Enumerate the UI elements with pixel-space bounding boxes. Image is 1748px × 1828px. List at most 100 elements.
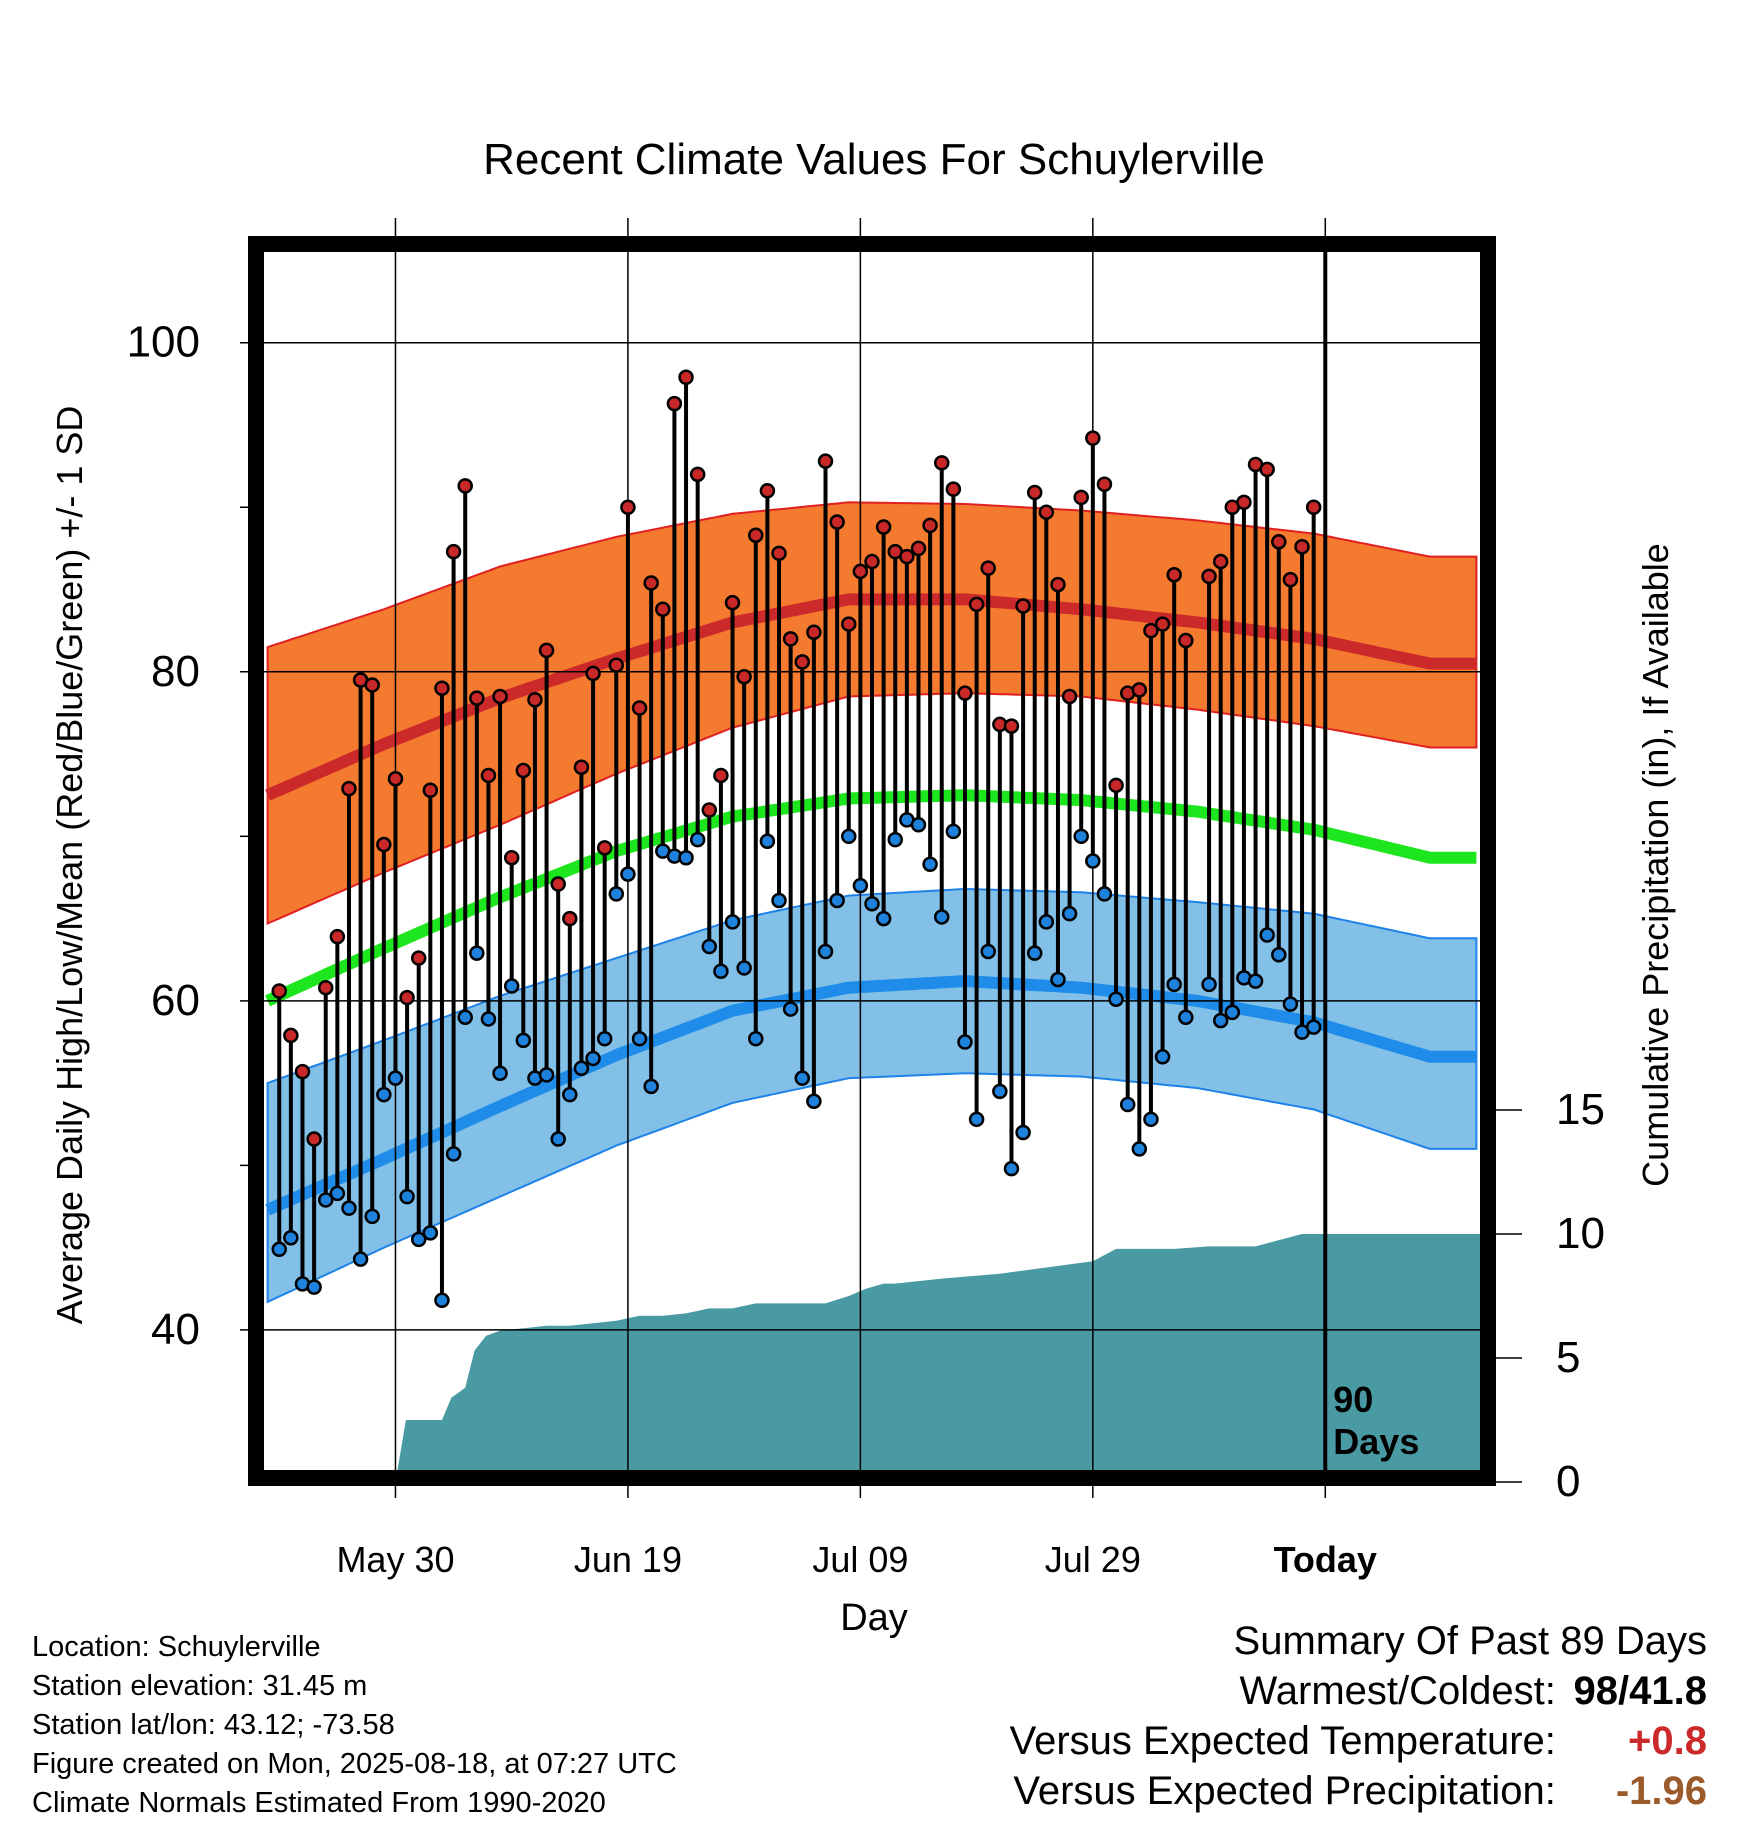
x-tick-label: Jul 09 [812, 1539, 908, 1580]
temp-value: +0.8 [1628, 1719, 1707, 1763]
low-point [689, 831, 706, 848]
low-point [1178, 1009, 1194, 1026]
latlon-text: Station lat/lon: 43.12; -73.58 [32, 1709, 395, 1741]
low-point [538, 1067, 555, 1083]
low-point [910, 817, 927, 833]
low-point [1271, 947, 1287, 963]
y-tick-label: 80 [151, 647, 200, 696]
low-point [631, 1030, 648, 1047]
precip-area [256, 1234, 1488, 1478]
high-point [480, 767, 497, 784]
high-point [806, 624, 822, 641]
high-point [1271, 534, 1287, 550]
high-point [1305, 499, 1322, 516]
high-point [980, 560, 996, 576]
low-point [1259, 927, 1275, 943]
low-point [1073, 828, 1089, 845]
high-point [341, 780, 357, 797]
low-point [992, 1083, 1008, 1100]
high-point [410, 950, 427, 966]
elevation-text: Station elevation: 31.45 m [32, 1670, 368, 1702]
high-point [271, 983, 287, 999]
high-point [1108, 777, 1124, 794]
high-point [899, 548, 915, 565]
low-point [724, 914, 741, 930]
low-point [759, 833, 776, 850]
high-point [922, 517, 938, 534]
temp-row: Versus Expected Temperature: +0.8 [1010, 1716, 1707, 1766]
station-info: Location: Schuylerville Station elevatio… [32, 1628, 677, 1823]
high-point [701, 802, 718, 818]
chart-title: Recent Climate Values For Schuylerville [483, 135, 1265, 184]
high-point [794, 654, 811, 670]
low-point [1108, 991, 1124, 1007]
high-point [689, 466, 706, 483]
low-point [887, 831, 903, 848]
y2-tick-label: 10 [1556, 1209, 1605, 1258]
low-point [771, 892, 787, 909]
low-point [922, 856, 938, 873]
low-point [1038, 914, 1055, 930]
low-point [1096, 886, 1113, 902]
low-point [317, 1192, 334, 1208]
low-point [817, 943, 834, 960]
low-point [352, 1251, 369, 1267]
high-point [562, 910, 578, 927]
low-point [1050, 971, 1066, 988]
y-axis-label: Average Daily High/Low/Mean (Red/Blue/Gr… [49, 406, 90, 1325]
y-tick-label: 40 [151, 1305, 200, 1354]
low-point [1212, 1012, 1229, 1029]
low-point [329, 1185, 346, 1202]
low-point [457, 1009, 473, 1026]
low-point [957, 1034, 973, 1050]
low-normal-line [265, 975, 1477, 1216]
high-point [631, 700, 648, 716]
low-point [1224, 1004, 1241, 1021]
low-point [701, 938, 718, 955]
high-point [585, 665, 601, 682]
high-point [910, 540, 927, 557]
high-point [422, 782, 439, 799]
today-annotation: 90 Days [1333, 1379, 1419, 1462]
high-point [503, 849, 520, 866]
high-point [515, 762, 532, 779]
low-point [1305, 1019, 1322, 1035]
high-point [1294, 538, 1310, 555]
today-annotation-line: 90 [1333, 1379, 1373, 1420]
low-point [376, 1086, 392, 1103]
high-point [1096, 476, 1113, 492]
low-point [562, 1086, 578, 1103]
low-point [1154, 1049, 1171, 1065]
high-point [678, 369, 694, 386]
low-point [841, 828, 857, 845]
low-point [410, 1231, 427, 1248]
normals-text: Climate Normals Estimated From 1990-2020 [32, 1787, 606, 1819]
x-axis-label: Day [840, 1597, 908, 1639]
today-annotation-line: Days [1333, 1421, 1419, 1462]
low-point [492, 1065, 508, 1081]
high-point [1154, 616, 1171, 632]
low-point [1085, 853, 1101, 869]
y2-axis-label: Cumulative Precipitation (in), If Availa… [1635, 543, 1676, 1187]
high-point [596, 840, 613, 856]
high-point [933, 455, 950, 471]
high-point [1073, 489, 1089, 506]
low-point [933, 909, 950, 925]
low-point [608, 886, 625, 902]
high-point [841, 616, 857, 632]
high-point [655, 601, 671, 618]
high-point [666, 395, 683, 412]
precip-value: -1.96 [1615, 1769, 1707, 1813]
high-point [445, 543, 462, 560]
high-point [469, 690, 485, 706]
high-point [387, 770, 404, 787]
high-point [771, 545, 787, 562]
low-point [550, 1131, 566, 1147]
low-point [1131, 1141, 1148, 1157]
high-point [782, 631, 799, 647]
low-point [852, 877, 869, 894]
low-point [283, 1230, 299, 1246]
low-point [1061, 905, 1078, 922]
high-point [538, 642, 555, 659]
